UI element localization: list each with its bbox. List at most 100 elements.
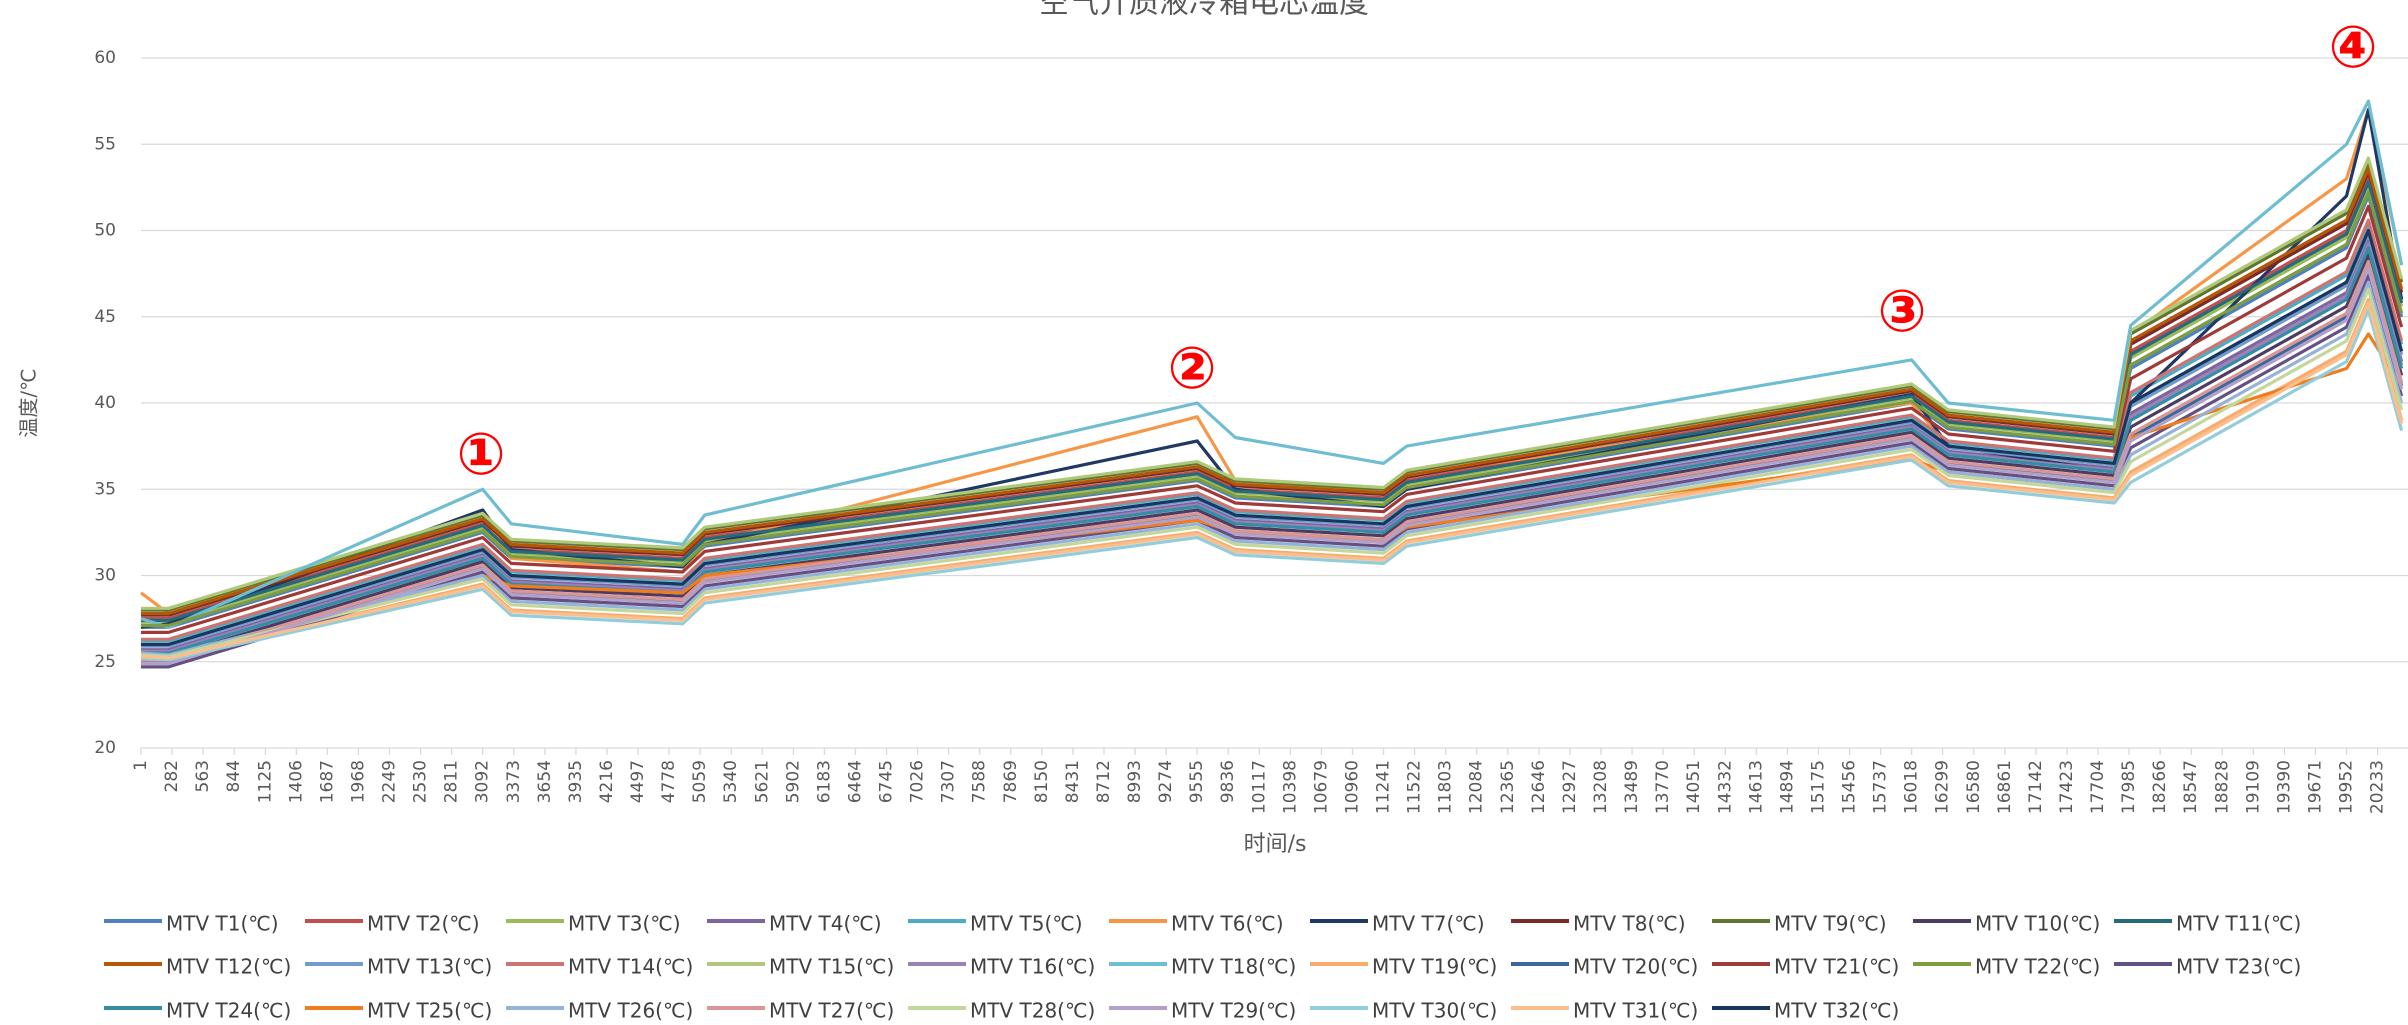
y-tick-label: 40 xyxy=(94,393,116,413)
x-axis-label: 时间/s xyxy=(1244,832,1307,857)
legend-label: MTV T2(℃) xyxy=(367,912,480,936)
x-tick-label: 4778 xyxy=(659,760,679,803)
annotation: ④ xyxy=(2328,13,2377,81)
x-tick-label: 9836 xyxy=(1218,760,1238,803)
x-tick-label: 14613 xyxy=(1746,760,1766,814)
legend-label: MTV T32(℃) xyxy=(1774,999,1899,1023)
x-tick-label: 9555 xyxy=(1187,760,1207,803)
x-tick-label: 19671 xyxy=(2305,760,2325,814)
x-tick-label: 14051 xyxy=(1684,760,1704,814)
y-tick-label: 45 xyxy=(94,307,116,327)
x-tick-label: 16861 xyxy=(1995,760,2015,814)
series-line xyxy=(141,166,2404,616)
legend-label: MTV T28(℃) xyxy=(970,999,1095,1023)
legend-label: MTV T4(℃) xyxy=(769,912,882,936)
x-tick-label: 6745 xyxy=(877,760,897,803)
x-tick-label: 2530 xyxy=(411,760,431,803)
x-tick-label: 17985 xyxy=(2119,760,2139,814)
x-tick-label: 11522 xyxy=(1405,760,1425,814)
x-tick-label: 10960 xyxy=(1342,760,1362,814)
x-tick-label: 8431 xyxy=(1063,760,1083,803)
x-tick-label: 15456 xyxy=(1840,760,1860,814)
x-tick-label: 4216 xyxy=(597,760,617,803)
y-axis-label: 温度/℃ xyxy=(17,368,41,437)
x-tick-label: 17704 xyxy=(2088,760,2108,814)
x-tick-label: 7026 xyxy=(908,760,928,803)
legend-label: MTV T31(℃) xyxy=(1573,999,1698,1023)
legend-label: MTV T22(℃) xyxy=(1975,955,2100,979)
x-tick-label: 8712 xyxy=(1094,760,1114,803)
legend-label: MTV T7(℃) xyxy=(1372,912,1485,936)
y-tick-label: 30 xyxy=(94,566,116,586)
x-tick-label: 13770 xyxy=(1653,760,1673,814)
x-tick-label: 10117 xyxy=(1249,760,1269,814)
x-tick-label: 6464 xyxy=(845,760,865,803)
x-tick-label: 19390 xyxy=(2274,760,2294,814)
legend-label: MTV T1(℃) xyxy=(166,912,279,936)
x-tick-label: 844 xyxy=(224,760,244,792)
legend-label: MTV T5(℃) xyxy=(970,912,1083,936)
legend-label: MTV T11(℃) xyxy=(2176,912,2301,936)
x-tick-label: 6183 xyxy=(814,760,834,803)
x-tick-label: 2811 xyxy=(442,760,462,803)
legend-label: MTV T10(℃) xyxy=(1975,912,2100,936)
legend-label: MTV T21(℃) xyxy=(1774,955,1899,979)
x-tick-label: 14332 xyxy=(1715,760,1735,814)
lines xyxy=(140,99,2404,669)
x-tick-label: 282 xyxy=(162,760,182,792)
x-tick-label: 19109 xyxy=(2243,760,2263,814)
x-tick-label: 7307 xyxy=(939,760,959,803)
series-line xyxy=(141,156,2404,610)
legend-label: MTV T29(℃) xyxy=(1171,999,1296,1023)
x-tick-label: 7588 xyxy=(970,760,990,803)
x-tick-label: 5059 xyxy=(690,760,710,803)
x-tick-label: 12365 xyxy=(1498,760,1518,814)
series-line xyxy=(141,228,2404,647)
legend-label: MTV T3(℃) xyxy=(568,912,681,936)
annotation: ① xyxy=(456,420,505,488)
x-tick-label: 8993 xyxy=(1125,760,1145,803)
series-line xyxy=(141,190,2404,628)
x-tick-label: 15175 xyxy=(1808,760,1828,814)
x-tick-label: 9274 xyxy=(1156,760,1176,803)
series-line xyxy=(141,259,2404,662)
legend-label: MTV T25(℃) xyxy=(367,999,492,1023)
legend-label: MTV T24(℃) xyxy=(166,999,291,1023)
x-tick-label: 15737 xyxy=(1871,760,1891,814)
legend-label: MTV T14(℃) xyxy=(568,955,693,979)
legend-label: MTV T18(℃) xyxy=(1171,955,1296,979)
series-line xyxy=(140,301,2404,660)
legend-label: MTV T12(℃) xyxy=(166,955,291,979)
legend-label: MTV T26(℃) xyxy=(568,999,693,1023)
x-tick-label: 1687 xyxy=(317,760,337,803)
x-tick-label: 4497 xyxy=(628,760,648,803)
series-line xyxy=(141,273,2404,669)
x-tick-label: 12084 xyxy=(1467,760,1487,814)
x-tick-label: 16580 xyxy=(1964,760,1984,814)
x-tick-label: 7869 xyxy=(1001,760,1021,803)
legend-label: MTV T19(℃) xyxy=(1372,955,1497,979)
series-line xyxy=(141,266,2404,666)
legend-label: MTV T27(℃) xyxy=(769,999,894,1023)
x-tick-label: 1 xyxy=(131,760,151,771)
legend-label: MTV T23(℃) xyxy=(2176,955,2301,979)
series-line xyxy=(140,99,2404,629)
series-line xyxy=(141,170,2404,617)
legend-label: MTV T13(℃) xyxy=(367,955,492,979)
x-tick-label: 13489 xyxy=(1622,760,1642,814)
x-tick-label: 3092 xyxy=(473,760,493,803)
x-tick-label: 1125 xyxy=(255,760,275,803)
legend-label: MTV T6(℃) xyxy=(1171,912,1284,936)
y-tick-label: 25 xyxy=(94,652,116,672)
legend-label: MTV T30(℃) xyxy=(1372,999,1497,1023)
x-tick-label: 18547 xyxy=(2181,760,2201,814)
series-line xyxy=(141,180,2404,622)
series-line xyxy=(140,308,2404,662)
annotation: ② xyxy=(1167,334,1216,402)
x-tick-label: 3935 xyxy=(566,760,586,803)
x-tick-label: 16299 xyxy=(1933,760,1953,814)
legend-label: MTV T20(℃) xyxy=(1573,955,1698,979)
series-line xyxy=(141,204,2404,634)
x-tick-label: 13208 xyxy=(1591,760,1611,814)
x-tick-label: 2249 xyxy=(380,760,400,803)
